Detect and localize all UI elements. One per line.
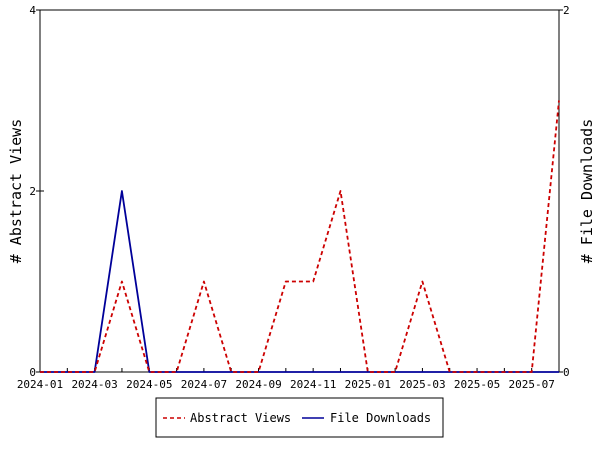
x-tick-label: 2024-09 bbox=[235, 378, 281, 391]
y-left-tick-label: 2 bbox=[29, 185, 36, 198]
y-right-tick-label: 2 bbox=[563, 4, 570, 17]
x-tick-label: 2024-07 bbox=[181, 378, 227, 391]
x-axis-ticks: 2024-01 2024-03 2024-05 2024-07 2024-09 2024-… bbox=[17, 368, 560, 391]
x-tick-label: 2024-05 bbox=[126, 378, 172, 391]
x-tick-label: 2025-05 bbox=[454, 378, 500, 391]
series-line-abstract-views bbox=[40, 100, 560, 373]
series-line-file-downloads bbox=[40, 190, 559, 373]
x-tick-label: 2024-03 bbox=[71, 378, 117, 391]
legend-label-file-downloads: File Downloads bbox=[330, 411, 431, 425]
y-left-tick-label: 0 bbox=[29, 366, 36, 379]
x-tick-label: 2025-07 bbox=[509, 378, 555, 391]
axes bbox=[39, 9, 560, 373]
y-left-tick-label: 4 bbox=[29, 4, 36, 17]
x-tick-label: 2024-01 bbox=[17, 378, 63, 391]
x-tick-label: 2025-03 bbox=[399, 378, 445, 391]
y-right-tick-label: 0 bbox=[563, 366, 570, 379]
y-axis-right-title: # File Downloads bbox=[578, 119, 596, 264]
legend-box bbox=[155, 397, 444, 438]
series-lines bbox=[40, 100, 560, 373]
x-tick-label: 2024-11 bbox=[290, 378, 336, 391]
x-tick-label: 2025-01 bbox=[345, 378, 391, 391]
y-axis-left-title: # Abstract Views bbox=[7, 119, 25, 264]
y-axis-right-ticks: 02 bbox=[555, 4, 570, 379]
legend: Abstract Views File Downloads bbox=[155, 397, 444, 438]
legend-label-abstract-views: Abstract Views bbox=[190, 411, 291, 425]
y-axis-left-ticks: 0 2 4 bbox=[29, 4, 44, 379]
plot-frame bbox=[39, 9, 560, 373]
